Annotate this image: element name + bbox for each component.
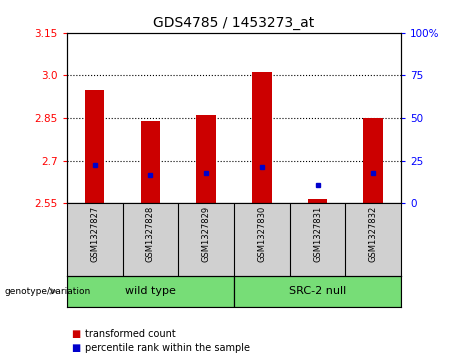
- Title: GDS4785 / 1453273_at: GDS4785 / 1453273_at: [154, 16, 314, 30]
- Bar: [308, 199, 327, 203]
- Bar: [234, 276, 401, 307]
- Bar: [252, 73, 272, 203]
- Bar: [363, 118, 383, 203]
- Text: GSM1327831: GSM1327831: [313, 205, 322, 262]
- Text: GSM1327829: GSM1327829: [201, 205, 211, 262]
- Text: GSM1327827: GSM1327827: [90, 205, 99, 262]
- Bar: [85, 90, 105, 203]
- Text: SRC-2 null: SRC-2 null: [289, 286, 346, 296]
- Bar: [141, 121, 160, 203]
- Text: wild type: wild type: [125, 286, 176, 296]
- Text: transformed count: transformed count: [85, 329, 176, 339]
- Text: GSM1327830: GSM1327830: [257, 205, 266, 262]
- Text: ■: ■: [71, 343, 81, 354]
- Bar: [67, 276, 234, 307]
- Text: genotype/variation: genotype/variation: [5, 287, 91, 296]
- Text: percentile rank within the sample: percentile rank within the sample: [85, 343, 250, 354]
- Text: GSM1327832: GSM1327832: [369, 205, 378, 262]
- Text: GSM1327828: GSM1327828: [146, 205, 155, 262]
- Text: ■: ■: [71, 329, 81, 339]
- Bar: [196, 115, 216, 203]
